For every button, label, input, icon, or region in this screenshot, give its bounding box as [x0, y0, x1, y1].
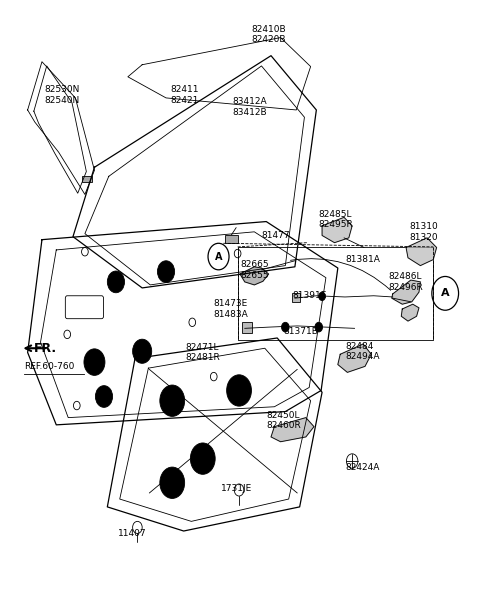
- Text: A: A: [441, 288, 449, 298]
- Bar: [82, 176, 92, 182]
- Text: 82530N
82540N: 82530N 82540N: [44, 85, 80, 105]
- Circle shape: [227, 375, 252, 406]
- Bar: [225, 235, 238, 242]
- Text: 82665
82655: 82665 82655: [240, 260, 269, 279]
- FancyBboxPatch shape: [238, 247, 433, 341]
- Circle shape: [108, 271, 124, 293]
- Circle shape: [160, 385, 185, 416]
- Polygon shape: [406, 238, 437, 265]
- Text: 82471L
82481R: 82471L 82481R: [185, 343, 220, 362]
- Polygon shape: [392, 280, 420, 304]
- Circle shape: [160, 467, 185, 499]
- FancyBboxPatch shape: [65, 296, 104, 319]
- Text: 82484
82494A: 82484 82494A: [345, 342, 380, 361]
- Text: 82410B
82420B: 82410B 82420B: [252, 25, 286, 44]
- Polygon shape: [271, 418, 314, 442]
- Text: FR.: FR.: [34, 342, 57, 355]
- Polygon shape: [240, 267, 269, 285]
- Text: 81477: 81477: [262, 231, 290, 240]
- Circle shape: [166, 475, 179, 491]
- Polygon shape: [322, 218, 352, 242]
- Circle shape: [166, 393, 179, 408]
- Circle shape: [319, 292, 325, 301]
- Text: 82450L
82460R: 82450L 82460R: [266, 411, 301, 430]
- Text: 82485L
82495R: 82485L 82495R: [319, 210, 353, 230]
- Text: 82411
82421: 82411 82421: [171, 85, 199, 105]
- Text: 82424A: 82424A: [345, 462, 379, 471]
- Circle shape: [96, 385, 113, 407]
- Polygon shape: [338, 344, 371, 372]
- Bar: [291, 293, 300, 302]
- Circle shape: [197, 451, 209, 467]
- Circle shape: [84, 349, 105, 375]
- Text: 81381A: 81381A: [345, 255, 380, 264]
- Text: 81310
81320: 81310 81320: [409, 222, 438, 242]
- Circle shape: [191, 443, 215, 474]
- Text: 83412A
83412B: 83412A 83412B: [233, 97, 267, 116]
- Text: 11407: 11407: [118, 529, 147, 538]
- Text: 81371B: 81371B: [283, 327, 318, 336]
- Circle shape: [233, 382, 245, 398]
- Circle shape: [281, 322, 289, 332]
- Text: 82486L
82496R: 82486L 82496R: [388, 272, 423, 291]
- Text: 1731JE: 1731JE: [221, 484, 252, 493]
- Text: A: A: [215, 251, 222, 262]
- Text: 81473E
81483A: 81473E 81483A: [214, 299, 249, 319]
- Circle shape: [315, 322, 323, 332]
- Text: 81391E: 81391E: [292, 291, 327, 300]
- Text: REF.60-760: REF.60-760: [24, 362, 75, 371]
- Circle shape: [157, 261, 175, 282]
- Circle shape: [132, 339, 152, 364]
- Bar: [242, 322, 252, 333]
- Polygon shape: [401, 304, 419, 321]
